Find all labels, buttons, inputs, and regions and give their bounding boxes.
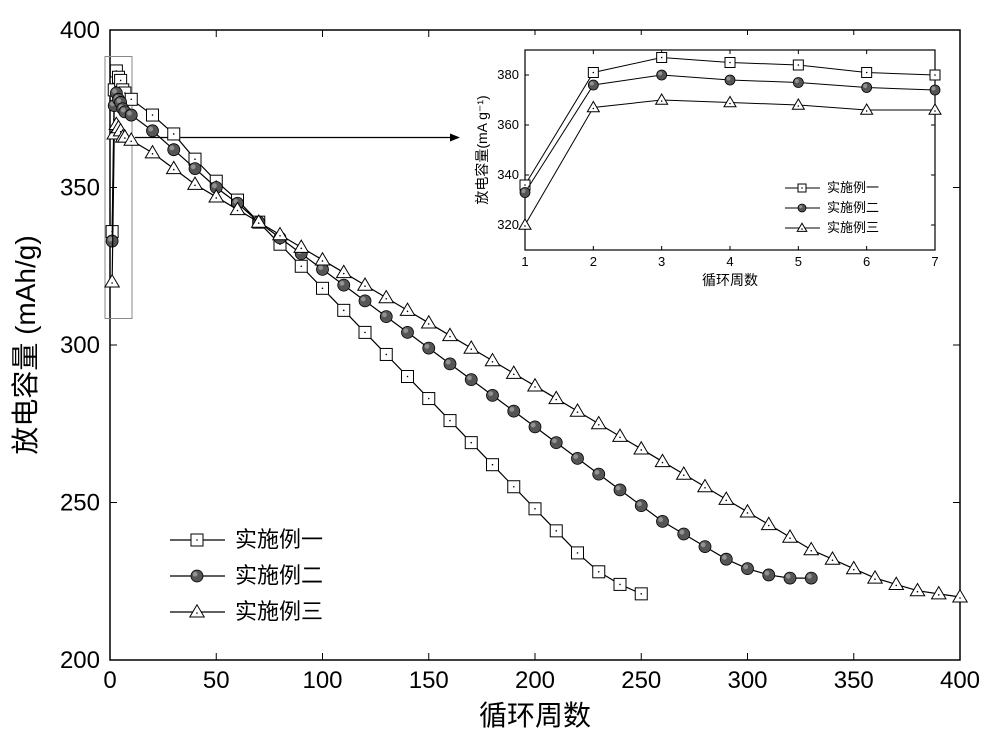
svg-text:300: 300 xyxy=(60,332,100,359)
svg-text:380: 380 xyxy=(497,67,519,82)
svg-text:300: 300 xyxy=(727,667,767,694)
svg-text:350: 350 xyxy=(60,175,100,202)
svg-text:100: 100 xyxy=(302,667,342,694)
inset-legend-item-label: 实施例一 xyxy=(827,180,879,195)
inset-background xyxy=(470,35,950,300)
x-axis-label: 循环周数 xyxy=(479,700,591,731)
arrow-to-inset xyxy=(135,134,460,142)
svg-text:400: 400 xyxy=(940,667,980,694)
legend-item-label: 实施例三 xyxy=(235,599,323,624)
inset-legend-item-label: 实施例三 xyxy=(827,220,879,235)
svg-text:3: 3 xyxy=(658,254,665,269)
y-axis-label: 放电容量 (mAh/g) xyxy=(10,235,41,454)
svg-text:340: 340 xyxy=(497,167,519,182)
svg-text:50: 50 xyxy=(203,667,230,694)
svg-text:5: 5 xyxy=(795,254,802,269)
svg-text:400: 400 xyxy=(60,17,100,44)
main-svg: 0 50 100 150 200 250 300 350 400 循环周数 200 250 300 3… xyxy=(0,0,1000,745)
inset-y-label: 放电容量(mA g⁻¹) xyxy=(474,95,490,204)
svg-text:150: 150 xyxy=(409,667,449,694)
svg-text:350: 350 xyxy=(834,667,874,694)
inset-x-label: 循环周数 xyxy=(702,272,758,288)
svg-text:7: 7 xyxy=(931,254,938,269)
svg-text:200: 200 xyxy=(60,647,100,674)
svg-text:200: 200 xyxy=(515,667,555,694)
inset-plot: 1 2 3 4 5 6 7 320 340 360 380 循环周数 放电容量(mA g⁻¹) 实… xyxy=(470,35,950,300)
svg-text:250: 250 xyxy=(60,490,100,517)
svg-text:2: 2 xyxy=(590,254,597,269)
legend-item-label: 实施例一 xyxy=(235,527,323,552)
svg-text:0: 0 xyxy=(103,667,116,694)
svg-text:1: 1 xyxy=(521,254,528,269)
chart-container: 0 50 100 150 200 250 300 350 400 循环周数 200 250 300 3… xyxy=(0,0,1000,745)
svg-text:4: 4 xyxy=(726,254,733,269)
main-legend: 实施例一实施例二实施例三 xyxy=(170,527,323,624)
legend-item-label: 实施例二 xyxy=(235,563,323,588)
svg-text:360: 360 xyxy=(497,117,519,132)
svg-text:250: 250 xyxy=(621,667,661,694)
inset-legend-item-label: 实施例二 xyxy=(827,200,879,215)
svg-text:320: 320 xyxy=(497,217,519,232)
svg-text:6: 6 xyxy=(863,254,870,269)
